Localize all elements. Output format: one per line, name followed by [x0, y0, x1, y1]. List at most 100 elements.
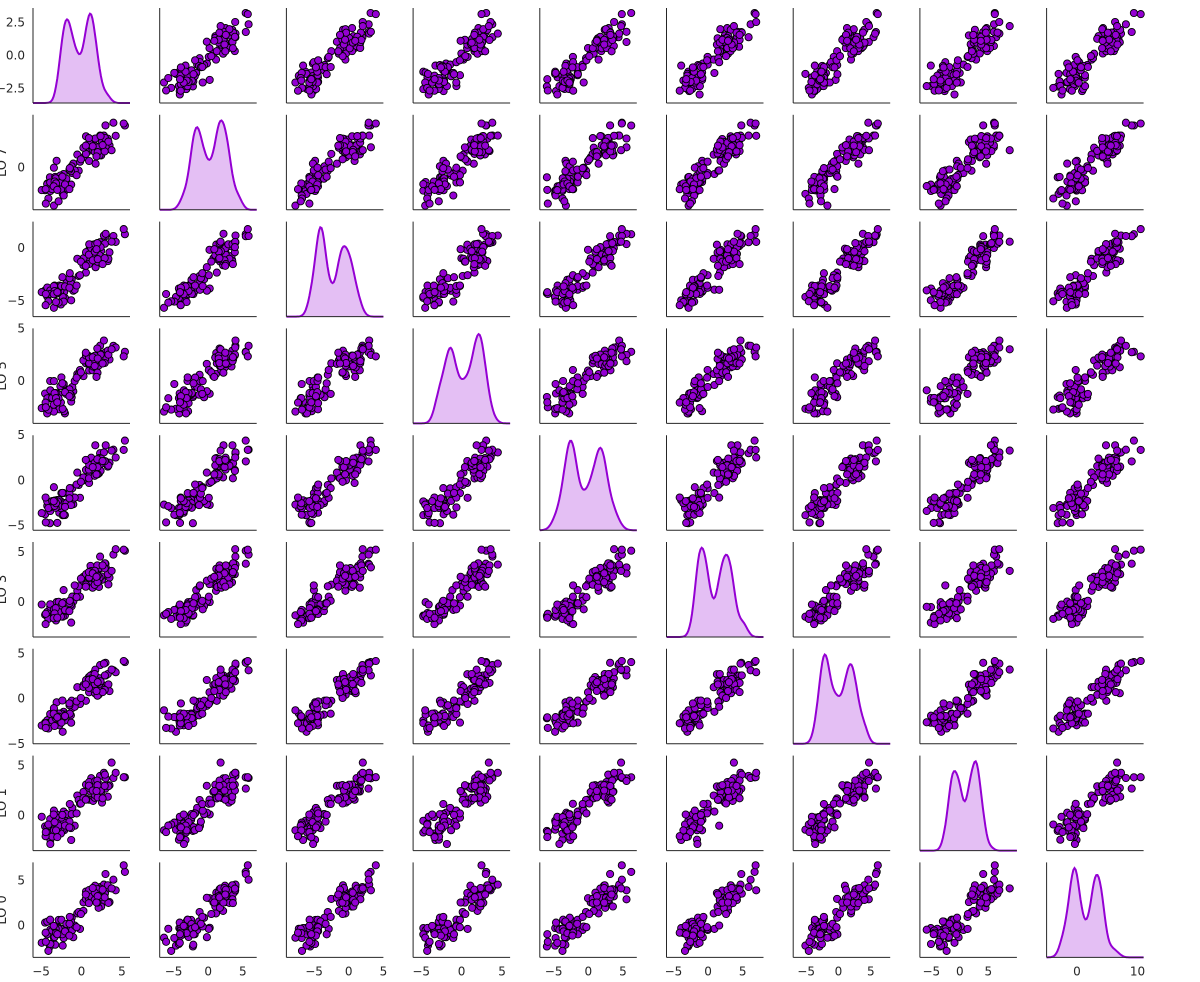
- scatter-point: [987, 239, 996, 248]
- scatter-point: [559, 376, 568, 386]
- scatter-point: [314, 373, 323, 382]
- scatter-point: [1071, 197, 1080, 206]
- panel-r2-c7: [919, 221, 1017, 318]
- scatter-point: [976, 572, 985, 581]
- scatter-point: [922, 602, 931, 611]
- scatter-point: [322, 70, 331, 79]
- scatter-point: [953, 281, 962, 290]
- scatter-point: [561, 167, 570, 176]
- scatter-point: [819, 164, 828, 173]
- scatter-point: [543, 185, 552, 194]
- scatter-point: [1103, 159, 1112, 168]
- scatter-point: [843, 245, 852, 254]
- scatter-point: [439, 484, 448, 493]
- scatter-point: [311, 494, 320, 503]
- y-tick-label: 0: [17, 241, 25, 255]
- scatter-point: [452, 503, 461, 512]
- scatter-point: [849, 455, 858, 464]
- scatter-point: [92, 245, 101, 254]
- scatter-point: [1066, 599, 1075, 608]
- scatter-point: [588, 134, 597, 143]
- scatter-point: [681, 497, 690, 506]
- scatter-point: [1111, 30, 1120, 39]
- scatter-point: [305, 86, 314, 95]
- scatter-point: [430, 75, 439, 84]
- scatter-point: [485, 35, 494, 45]
- scatter-point: [594, 159, 603, 168]
- scatter-point: [967, 261, 976, 270]
- scatter-point: [622, 37, 631, 47]
- y-tick-label: −2.5: [0, 81, 25, 95]
- scatter-point: [830, 63, 839, 72]
- scatter-point: [326, 62, 335, 72]
- scatter-point: [467, 38, 476, 47]
- panel-r1-c3: [412, 114, 511, 211]
- scatter-point: [241, 436, 250, 445]
- scatter-point: [449, 599, 459, 608]
- scatter-point: [744, 131, 753, 140]
- scatter-point: [207, 477, 216, 486]
- scatter-point: [76, 368, 85, 377]
- panel-r3-c6: [792, 328, 891, 424]
- scatter-point: [430, 301, 439, 310]
- scatter-point: [205, 75, 214, 84]
- scatter-point: [963, 269, 972, 278]
- scatter-point: [830, 392, 839, 401]
- scatter-point: [322, 379, 331, 388]
- scatter-point: [67, 296, 76, 305]
- scatter-point: [164, 394, 173, 403]
- scatter-point: [338, 155, 347, 164]
- scatter-point: [175, 509, 184, 518]
- scatter-point: [929, 185, 938, 194]
- scatter-point: [592, 36, 601, 45]
- scatter-point: [930, 493, 939, 502]
- scatter-point: [349, 580, 358, 589]
- scatter-point: [952, 488, 961, 497]
- scatter-point: [176, 301, 185, 310]
- scatter-point: [221, 455, 230, 464]
- scatter-point: [864, 146, 874, 155]
- scatter-point: [573, 599, 582, 608]
- scatter-point: [41, 609, 50, 618]
- scatter-point: [922, 82, 931, 91]
- scatter-point: [952, 172, 961, 181]
- scatter-point: [1111, 229, 1120, 238]
- scatter-point: [936, 76, 945, 85]
- scatter-point: [688, 494, 697, 503]
- scatter-point: [175, 600, 184, 609]
- scatter-point: [305, 497, 314, 506]
- scatter-point: [682, 288, 691, 297]
- scatter-point: [826, 581, 836, 590]
- scatter-point: [823, 407, 832, 416]
- scatter-point: [849, 47, 858, 56]
- scatter-point: [195, 581, 205, 590]
- scatter-point: [727, 463, 736, 472]
- scatter-point: [351, 36, 360, 45]
- scatter-point: [752, 131, 761, 140]
- scatter-point: [594, 55, 603, 64]
- scatter-point: [241, 559, 250, 568]
- scatter-point: [952, 614, 961, 623]
- scatter-point: [816, 288, 825, 297]
- scatter-point: [568, 283, 577, 292]
- scatter-point: [582, 171, 591, 180]
- scatter-point: [942, 405, 951, 414]
- scatter-point: [952, 599, 961, 608]
- scatter-point: [873, 545, 882, 554]
- scatter-point: [688, 392, 697, 401]
- panel-r1-c4: [539, 114, 637, 211]
- scatter-point: [723, 152, 733, 161]
- scatter-point: [981, 254, 990, 263]
- scatter-point: [358, 446, 367, 455]
- scatter-point: [215, 254, 224, 263]
- scatter-point: [696, 379, 705, 388]
- scatter-point: [835, 368, 845, 377]
- panel-r0-c7: [919, 8, 1017, 104]
- scatter-point: [456, 36, 465, 45]
- panel-r5-c8: [1046, 542, 1145, 638]
- scatter-point: [617, 146, 626, 155]
- scatter-point: [170, 379, 179, 389]
- scatter-point: [342, 147, 351, 156]
- scatter-point: [76, 574, 85, 583]
